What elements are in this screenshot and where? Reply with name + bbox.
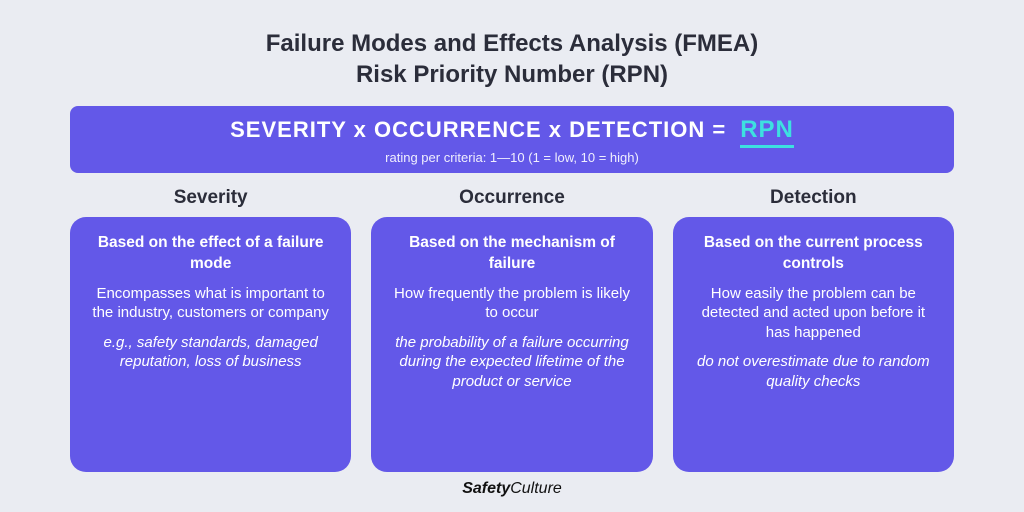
footer-logo: SafetyCulture [462, 480, 562, 498]
card-severity: Based on the effect of a failure mode En… [70, 217, 351, 472]
card-occurrence: Based on the mechanism of failure How fr… [371, 217, 652, 472]
card-severity-lead: Based on the effect of a failure mode [88, 233, 333, 273]
footer-bold: Safety [462, 480, 510, 497]
col-head-detection: Detection [770, 187, 857, 209]
card-detection-body: How easily the problem can be detected a… [691, 284, 936, 343]
footer-light: Culture [510, 480, 562, 497]
title-line-1: Failure Modes and Effects Analysis (FMEA… [266, 28, 759, 59]
col-severity: Severity Based on the effect of a failur… [70, 187, 351, 472]
formula-bar: SEVERITY x OCCURRENCE x DETECTION = RPN … [70, 106, 954, 173]
col-head-occurrence: Occurrence [459, 187, 565, 209]
card-occurrence-lead: Based on the mechanism of failure [389, 233, 634, 273]
columns-row: Severity Based on the effect of a failur… [70, 187, 954, 472]
card-occurrence-note: the probability of a failure occurring d… [389, 333, 634, 392]
col-occurrence: Occurrence Based on the mechanism of fai… [371, 187, 652, 472]
formula-line: SEVERITY x OCCURRENCE x DETECTION = RPN [94, 116, 930, 148]
formula-lhs: SEVERITY x OCCURRENCE x DETECTION = [230, 117, 726, 143]
card-detection: Based on the current process controls Ho… [673, 217, 954, 472]
formula-sub: rating per criteria: 1—10 (1 = low, 10 =… [94, 150, 930, 165]
page-title: Failure Modes and Effects Analysis (FMEA… [266, 28, 759, 90]
card-detection-lead: Based on the current process controls [691, 233, 936, 273]
card-severity-note: e.g., safety standards, damaged reputati… [88, 333, 333, 372]
card-occurrence-body: How frequently the problem is likely to … [389, 284, 634, 323]
col-detection: Detection Based on the current process c… [673, 187, 954, 472]
card-severity-body: Encompasses what is important to the ind… [88, 284, 333, 323]
card-detection-note: do not overestimate due to random qualit… [691, 352, 936, 391]
col-head-severity: Severity [174, 187, 248, 209]
formula-rhs: RPN [740, 116, 794, 148]
title-line-2: Risk Priority Number (RPN) [266, 59, 759, 90]
